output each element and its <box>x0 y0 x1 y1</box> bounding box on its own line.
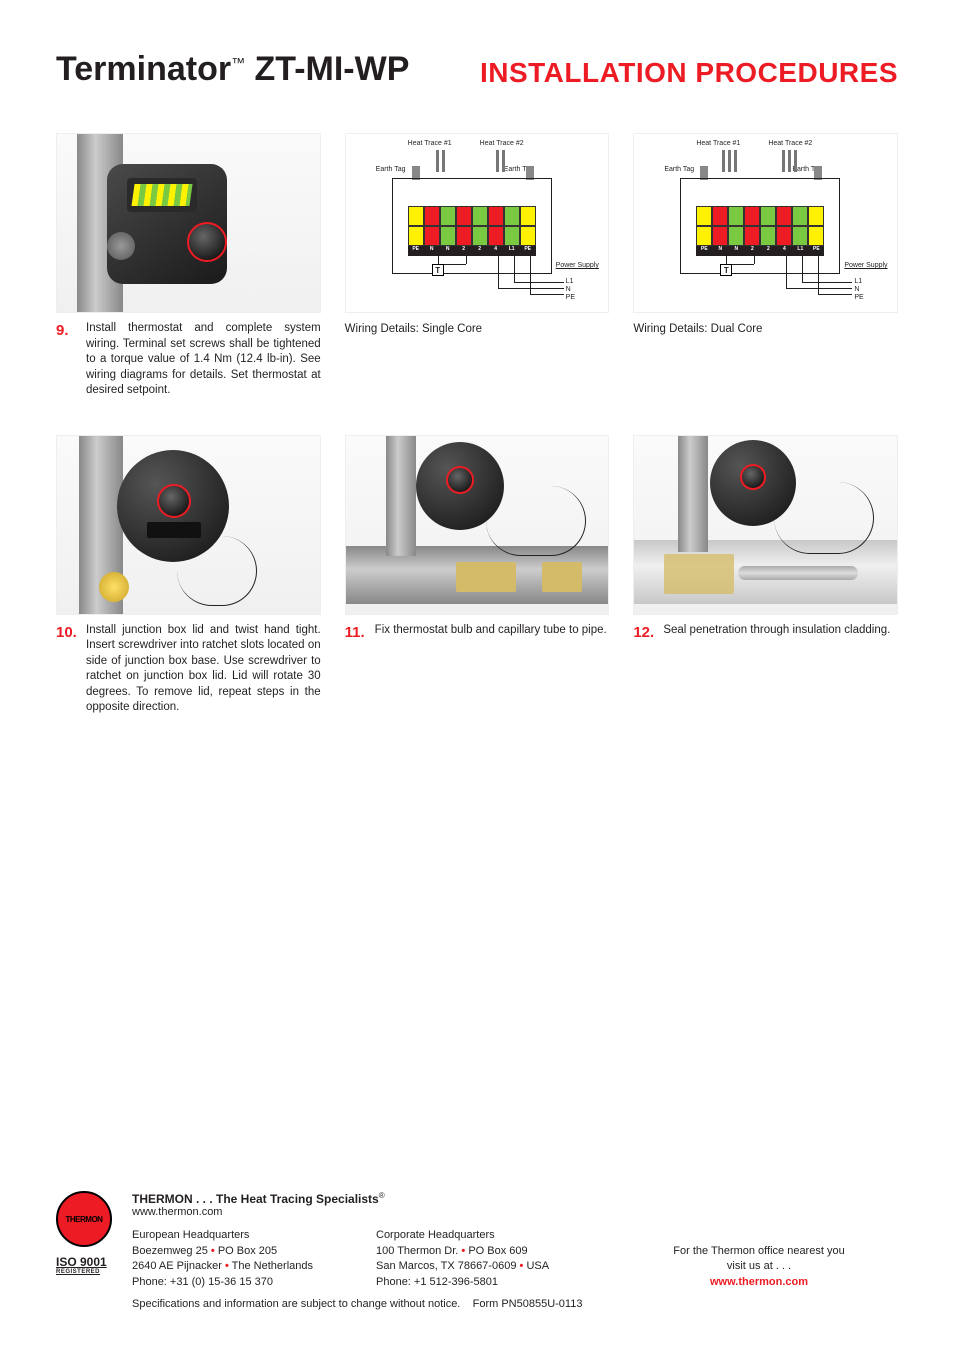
page-header: Terminator™ ZT-MI-WP INSTALLATION PROCED… <box>56 50 898 89</box>
european-hq: European Headquarters Boezemweg 25 • PO … <box>132 1228 352 1290</box>
ht1-label: Heat Trace #1 <box>408 140 452 147</box>
step-12-column: 12. Seal penetration through insulation … <box>633 435 898 716</box>
step-11-text: 11. Fix thermostat bulb and capillary tu… <box>345 623 610 643</box>
tagline: THERMON . . . The Heat Tracing Specialis… <box>132 1191 898 1206</box>
step-11-column: 11. Fix thermostat bulb and capillary tu… <box>345 435 610 716</box>
step-9-number: 9. <box>56 321 78 399</box>
row-steps-10-12: 10. Install junction box lid and twist h… <box>56 435 898 716</box>
terminal-block-single <box>408 206 536 226</box>
step-10-number: 10. <box>56 623 78 716</box>
earth-label-l: Earth Tag <box>376 166 406 173</box>
disclaimer: Specifications and information are subje… <box>132 1298 898 1310</box>
wiring-dual-column: Heat Trace #1 Heat Trace #2 Earth Tag Ea… <box>633 133 898 399</box>
ps-label: Power Supply <box>556 262 599 269</box>
step-9-column: 9. Install thermostat and complete syste… <box>56 133 321 399</box>
visit-us: For the Thermon office nearest you visit… <box>620 1244 898 1290</box>
brand-name: Terminator <box>56 50 231 88</box>
model-number: ZT-MI-WP <box>255 50 410 88</box>
step-9-illustration <box>56 133 321 313</box>
wiring-single-column: Heat Trace #1 Heat Trace #2 Earth Tag Ea… <box>345 133 610 399</box>
step-10-column: 10. Install junction box lid and twist h… <box>56 435 321 716</box>
iso-badge: ISO 9001 REGISTERED <box>56 1255 112 1275</box>
step-11-body: Fix thermostat bulb and capillary tube t… <box>375 623 607 643</box>
step-9-body: Install thermostat and complete system w… <box>86 321 321 399</box>
step-11-number: 11. <box>345 623 367 643</box>
step-11-illustration <box>345 435 610 615</box>
step-12-text: 12. Seal penetration through insulation … <box>633 623 898 643</box>
footer-logos: THERMON ISO 9001 REGISTERED <box>56 1191 112 1275</box>
step-12-body: Seal penetration through insulation clad… <box>663 623 890 643</box>
step-10-illustration <box>56 435 321 615</box>
step-12-illustration <box>633 435 898 615</box>
caption-single: Wiring Details: Single Core <box>345 323 610 335</box>
corporate-hq: Corporate Headquarters 100 Thermon Dr. •… <box>376 1228 596 1290</box>
section-title: INSTALLATION PROCEDURES <box>480 57 898 89</box>
website: www.thermon.com <box>132 1206 898 1218</box>
step-10-text: 10. Install junction box lid and twist h… <box>56 623 321 716</box>
page-footer: THERMON ISO 9001 REGISTERED THERMON . . … <box>56 1191 898 1310</box>
step-10-body: Install junction box lid and twist hand … <box>86 623 321 716</box>
n-label: N <box>566 286 571 293</box>
step-12-number: 12. <box>633 623 655 643</box>
row-steps-9: 9. Install thermostat and complete syste… <box>56 133 898 399</box>
product-title: Terminator™ ZT-MI-WP <box>56 50 409 89</box>
l1-label: L1 <box>566 278 574 285</box>
caption-dual: Wiring Details: Dual Core <box>633 323 898 335</box>
ht2-label: Heat Trace #2 <box>480 140 524 147</box>
step-9-text: 9. Install thermostat and complete syste… <box>56 321 321 399</box>
thermostat-symbol: T <box>432 264 444 276</box>
wiring-single-diagram: Heat Trace #1 Heat Trace #2 Earth Tag Ea… <box>345 133 610 313</box>
thermon-logo: THERMON <box>56 1191 112 1247</box>
wiring-dual-diagram: Heat Trace #1 Heat Trace #2 Earth Tag Ea… <box>633 133 898 313</box>
visit-link[interactable]: www.thermon.com <box>620 1275 898 1290</box>
trademark: ™ <box>231 55 245 71</box>
pe-label: PE <box>566 294 575 301</box>
